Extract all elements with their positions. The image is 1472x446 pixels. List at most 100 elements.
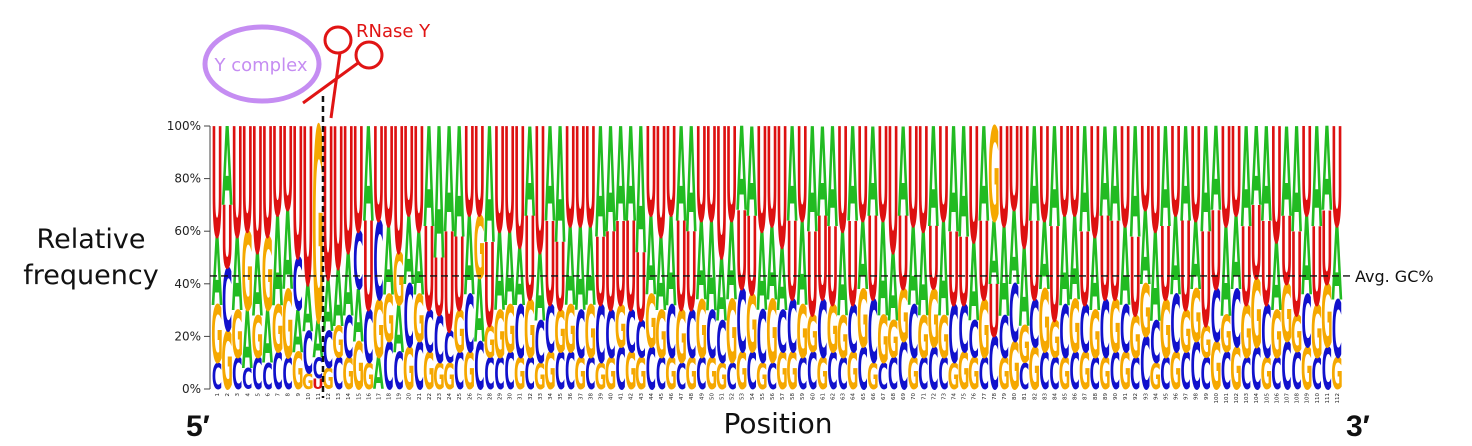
logo-letter-A-pos-59: A (797, 200, 808, 333)
logo-letter-U-pos-78: U (988, 271, 999, 354)
logo-letter-C-pos-40: C (605, 298, 615, 374)
x-tick-label: 82 (1032, 393, 1038, 400)
logo-letter-G-pos-16: G (363, 357, 374, 398)
logo-letter-U-pos-53: U (736, 189, 747, 315)
logo-letter-C-pos-82: C (1029, 287, 1039, 363)
rnase-y-label: RNase Y (356, 21, 431, 42)
logo-letter-C-pos-41: C (615, 335, 625, 402)
logo-letter-C-pos-1: C (212, 357, 222, 398)
logo-letter-U-pos-77: U (978, 200, 989, 326)
logo-letter-U-pos-82: U (1029, 200, 1040, 326)
x-tick-label: 31 (518, 393, 524, 400)
x-tick-label: 18 (387, 393, 393, 400)
x-tick-label: 111 (1325, 393, 1331, 404)
logo-letter-G-pos-90: G (1109, 287, 1120, 370)
logo-letter-A-pos-35: A (555, 95, 566, 280)
logo-letter-C-pos-78: C (989, 324, 999, 407)
logo-letter-G-pos-14: G (342, 349, 353, 400)
x-tick-label: 35 (558, 393, 564, 400)
logo-letter-A-pos-61: A (817, 102, 828, 245)
logo-letter-U-pos-57: U (776, 93, 787, 286)
logo-letter-C-pos-91: C (1120, 293, 1130, 369)
x-tick-label: 12 (326, 393, 332, 400)
x-tick-label: 9 (296, 393, 302, 397)
x-tick-label: 60 (810, 393, 816, 400)
logo-letter-C-pos-65: C (858, 335, 868, 402)
x-tick-label: 71 (921, 393, 927, 400)
logo-letter-C-pos-72: C (928, 335, 938, 402)
logo-letter-A-pos-49: A (696, 200, 707, 326)
logo-letter-A-pos-20: A (403, 197, 414, 306)
logo-letter-U-pos-36: U (564, 99, 575, 258)
x-tick-label: 80 (1012, 393, 1018, 400)
logo-letter-C-pos-94: C (1150, 309, 1160, 376)
x-tick-label: 97 (1184, 393, 1190, 400)
logo-letter-A-pos-62: A (827, 99, 838, 258)
x-tick-label: 11 (316, 393, 322, 400)
x-tick-label: 67 (881, 393, 887, 400)
logo-letter-U-pos-14: U (343, 92, 354, 294)
x-tick-label: 77 (982, 393, 988, 400)
logo-letter-G-pos-61: G (817, 349, 828, 400)
logo-letter-C-pos-74: C (948, 290, 958, 382)
logo-letter-U-pos-13: U (332, 87, 343, 314)
x-tick-label: 48 (689, 393, 695, 400)
logo-letter-C-pos-11: C (313, 353, 323, 386)
logo-letter-C-pos-52: C (726, 357, 736, 398)
logo-letter-A-pos-34: A (545, 100, 556, 252)
logo-letter-C-pos-98: C (1191, 330, 1201, 406)
logo-letter-A-pos-5: A (252, 236, 263, 337)
logo-letter-C-pos-96: C (1170, 280, 1180, 372)
logo-letter-A-pos-72: A (928, 99, 939, 258)
logo-letter-C-pos-25: C (454, 343, 464, 402)
logo-letter-C-pos-87: C (1080, 293, 1090, 369)
logo-letter-C-pos-85: C (1059, 292, 1069, 375)
logo-letter-U-pos-42: U (625, 196, 636, 339)
x-tick-label: 110 (1315, 393, 1321, 404)
logo-letter-A-pos-76: A (968, 221, 979, 347)
logo-letter-A-pos-13: A (333, 253, 344, 345)
y-tick-label: 60% (174, 224, 201, 238)
logo-letter-A-pos-7: A (272, 191, 283, 334)
logo-letter-C-pos-29: C (494, 349, 504, 400)
logo-letter-G-pos-107: G (1281, 269, 1293, 361)
logo-letter-A-pos-93: A (1140, 190, 1151, 308)
x-tick-label: 43 (639, 393, 645, 400)
logo-letter-U-pos-12: U (322, 85, 333, 328)
logo-letter-U-pos-29: U (494, 99, 505, 267)
logo-letter-A-pos-54: A (746, 102, 757, 245)
logo-letter-U-pos-110: U (1311, 205, 1322, 331)
logo-letter-C-pos-18: C (383, 330, 393, 406)
logo-letter-A-pos-44: A (645, 195, 656, 321)
logo-letter-U-pos-67: U (877, 100, 888, 252)
logo-letter-C-pos-67: C (878, 357, 888, 398)
logo-letter-G-pos-7: G (272, 293, 284, 369)
logo-letter-A-pos-37: A (575, 205, 586, 338)
logo-letter-G-pos-15: G (353, 330, 365, 406)
logo-letter-G-pos-79: G (998, 349, 1009, 400)
x-tick-label: 40 (609, 393, 615, 400)
logo-letter-C-pos-110: C (1312, 349, 1322, 400)
logo-letter-G-pos-47: G (675, 297, 686, 380)
logo-letter-U-pos-55: U (756, 99, 767, 267)
logo-letter-A-pos-77: A (978, 100, 989, 252)
x-tick-label: 51 (720, 393, 726, 400)
logo-letter-G-pos-77: G (978, 285, 990, 377)
logo-letter-U-pos-34: U (544, 200, 555, 333)
x-tick-label: 65 (861, 393, 867, 400)
logo-letter-U-pos-88: U (1089, 97, 1100, 273)
logo-letter-G-pos-70: G (907, 349, 918, 400)
logo-letter-G-pos-23: G (433, 357, 444, 398)
x-tick-label: 32 (528, 393, 534, 400)
logo-letter-U-pos-28: U (484, 221, 495, 354)
logo-letter-A-pos-8: A (282, 189, 293, 315)
x-tick-label: 64 (851, 393, 857, 400)
logo-letter-A-pos-16: A (363, 100, 374, 252)
logo-letter-A-pos-41: A (615, 100, 626, 252)
logo-letter-A-pos-21: A (413, 215, 424, 316)
logo-letter-G-pos-65: G (857, 275, 869, 367)
logo-letter-U-pos-24: U (443, 205, 454, 364)
logo-letter-G-pos-73: G (938, 304, 950, 371)
logo-letter-G-pos-49: G (696, 285, 708, 377)
logo-letter-G-pos-48: G (685, 349, 696, 400)
